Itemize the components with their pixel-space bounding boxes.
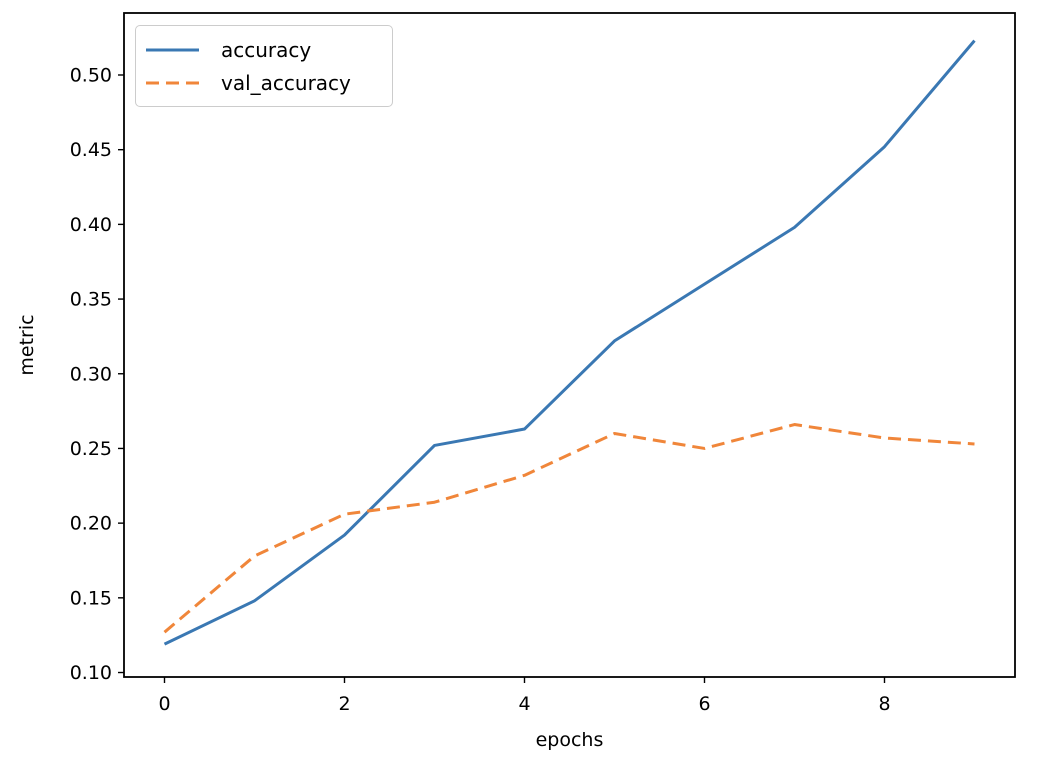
legend-label-accuracy: accuracy [221,37,312,62]
legend-swatch-val-accuracy-line [146,81,199,84]
legend-swatch-accuracy-line [146,48,199,51]
axes-spines [123,12,1016,678]
x-tick-label: 4 [518,693,530,715]
y-tick-label: 0.50 [70,64,112,86]
y-tick-label: 0.15 [70,587,112,609]
y-axis-label: metric [16,314,38,376]
legend-label-val-accuracy: val_accuracy [221,70,351,95]
x-tick-label: 6 [698,693,710,715]
series-line-val_accuracy [163,423,975,634]
legend-entry-accuracy: accuracy [146,33,380,66]
legend: accuracy val_accuracy [135,25,393,107]
y-tick-label: 0.45 [70,139,112,161]
y-tick-label: 0.30 [70,363,112,385]
y-tick-label: 0.25 [70,438,112,460]
x-tick-label: 8 [878,693,890,715]
y-tick-label: 0.20 [70,513,112,535]
legend-entry-val-accuracy: val_accuracy [146,66,380,99]
x-tick-label: 0 [158,693,170,715]
y-tick-label: 0.35 [70,289,112,311]
x-axis-label: epochs [535,729,604,751]
y-tick-label: 0.10 [70,662,112,684]
y-tick-label: 0.40 [70,214,112,236]
series-line-accuracy [163,39,976,646]
x-tick-label: 2 [338,693,350,715]
